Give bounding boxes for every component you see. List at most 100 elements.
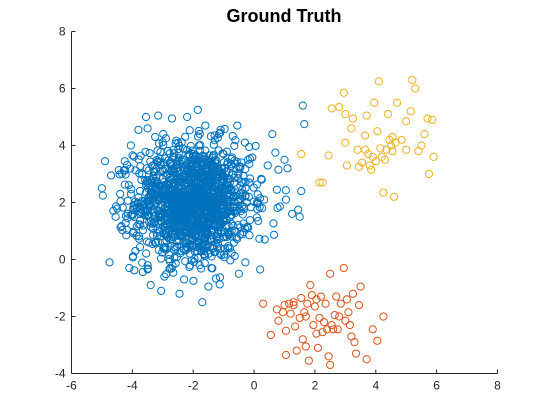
data-point bbox=[351, 349, 361, 358]
data-point bbox=[374, 77, 383, 86]
data-point bbox=[157, 209, 166, 218]
data-point bbox=[289, 301, 298, 310]
data-point bbox=[354, 162, 364, 171]
data-point bbox=[209, 140, 218, 149]
data-point bbox=[229, 170, 238, 179]
data-point bbox=[298, 335, 307, 344]
data-point bbox=[182, 178, 191, 187]
data-point bbox=[392, 98, 402, 107]
data-point bbox=[280, 301, 289, 310]
data-point bbox=[136, 162, 145, 171]
data-point bbox=[230, 251, 239, 261]
data-point bbox=[160, 272, 169, 281]
data-point bbox=[172, 203, 181, 213]
data-point bbox=[361, 131, 370, 140]
data-point bbox=[213, 221, 222, 230]
data-point bbox=[124, 181, 133, 190]
data-point bbox=[193, 247, 202, 256]
data-point bbox=[148, 178, 157, 187]
data-point bbox=[180, 206, 189, 215]
data-point bbox=[109, 206, 118, 215]
data-point bbox=[154, 111, 163, 120]
data-point bbox=[245, 154, 255, 163]
data-point bbox=[188, 219, 197, 228]
data-point bbox=[281, 195, 291, 204]
x-tick-label: 6 bbox=[433, 379, 440, 393]
data-point bbox=[208, 198, 218, 207]
data-point bbox=[207, 160, 216, 169]
x-tick-label: 4 bbox=[372, 379, 379, 393]
data-point bbox=[98, 191, 107, 200]
y-tick-label: 0 bbox=[59, 253, 66, 267]
data-point bbox=[341, 138, 350, 147]
data-point bbox=[189, 168, 198, 177]
data-point bbox=[189, 225, 198, 234]
data-point bbox=[291, 322, 300, 331]
data-point bbox=[269, 219, 278, 228]
data-point bbox=[321, 299, 330, 308]
y-tick-label: 4 bbox=[59, 139, 66, 153]
data-point bbox=[201, 146, 210, 155]
data-point bbox=[348, 289, 358, 298]
data-point bbox=[171, 212, 181, 221]
data-point bbox=[251, 141, 260, 151]
data-point bbox=[142, 237, 151, 246]
plot-points bbox=[97, 75, 438, 370]
data-point bbox=[186, 141, 195, 151]
data-point bbox=[173, 174, 182, 183]
data-point bbox=[203, 197, 212, 206]
data-point bbox=[171, 259, 180, 268]
data-point bbox=[145, 149, 154, 158]
data-point bbox=[157, 286, 166, 295]
data-point bbox=[158, 167, 167, 176]
data-point bbox=[135, 242, 145, 252]
data-point bbox=[120, 166, 130, 175]
data-point bbox=[106, 171, 116, 180]
data-point bbox=[179, 144, 188, 153]
data-point bbox=[194, 126, 203, 135]
data-point bbox=[339, 263, 348, 273]
data-point bbox=[341, 316, 350, 325]
data-point bbox=[144, 166, 153, 175]
data-point bbox=[301, 312, 310, 321]
data-point bbox=[165, 264, 174, 273]
data-point bbox=[236, 207, 246, 216]
data-point bbox=[294, 205, 303, 214]
data-point bbox=[184, 151, 193, 160]
data-point bbox=[219, 198, 229, 207]
x-tick-label: -4 bbox=[127, 379, 138, 393]
data-point bbox=[300, 120, 309, 129]
data-point bbox=[116, 189, 125, 199]
data-point bbox=[406, 107, 415, 116]
data-point bbox=[127, 185, 136, 194]
data-point bbox=[273, 203, 282, 213]
data-point bbox=[156, 254, 166, 263]
data-point bbox=[386, 141, 396, 150]
data-point bbox=[259, 299, 268, 308]
data-point bbox=[371, 157, 380, 166]
data-point bbox=[268, 130, 277, 139]
data-point bbox=[402, 145, 411, 154]
data-point bbox=[271, 148, 280, 157]
series-1 bbox=[97, 101, 309, 307]
data-point bbox=[313, 343, 323, 352]
data-point bbox=[362, 111, 371, 120]
data-point bbox=[185, 126, 194, 135]
data-point bbox=[232, 206, 241, 215]
data-point bbox=[235, 190, 245, 199]
data-point bbox=[134, 234, 144, 243]
data-point bbox=[342, 161, 351, 170]
data-point bbox=[123, 209, 132, 218]
data-point bbox=[173, 164, 182, 173]
data-point bbox=[408, 75, 417, 85]
data-point bbox=[211, 274, 221, 283]
data-point bbox=[223, 185, 232, 194]
data-point bbox=[327, 320, 336, 330]
data-point bbox=[236, 230, 245, 239]
data-point bbox=[197, 264, 206, 273]
data-point bbox=[254, 216, 263, 226]
data-point bbox=[329, 325, 338, 334]
data-point bbox=[182, 242, 191, 251]
data-point bbox=[193, 211, 202, 220]
data-point bbox=[304, 356, 313, 365]
